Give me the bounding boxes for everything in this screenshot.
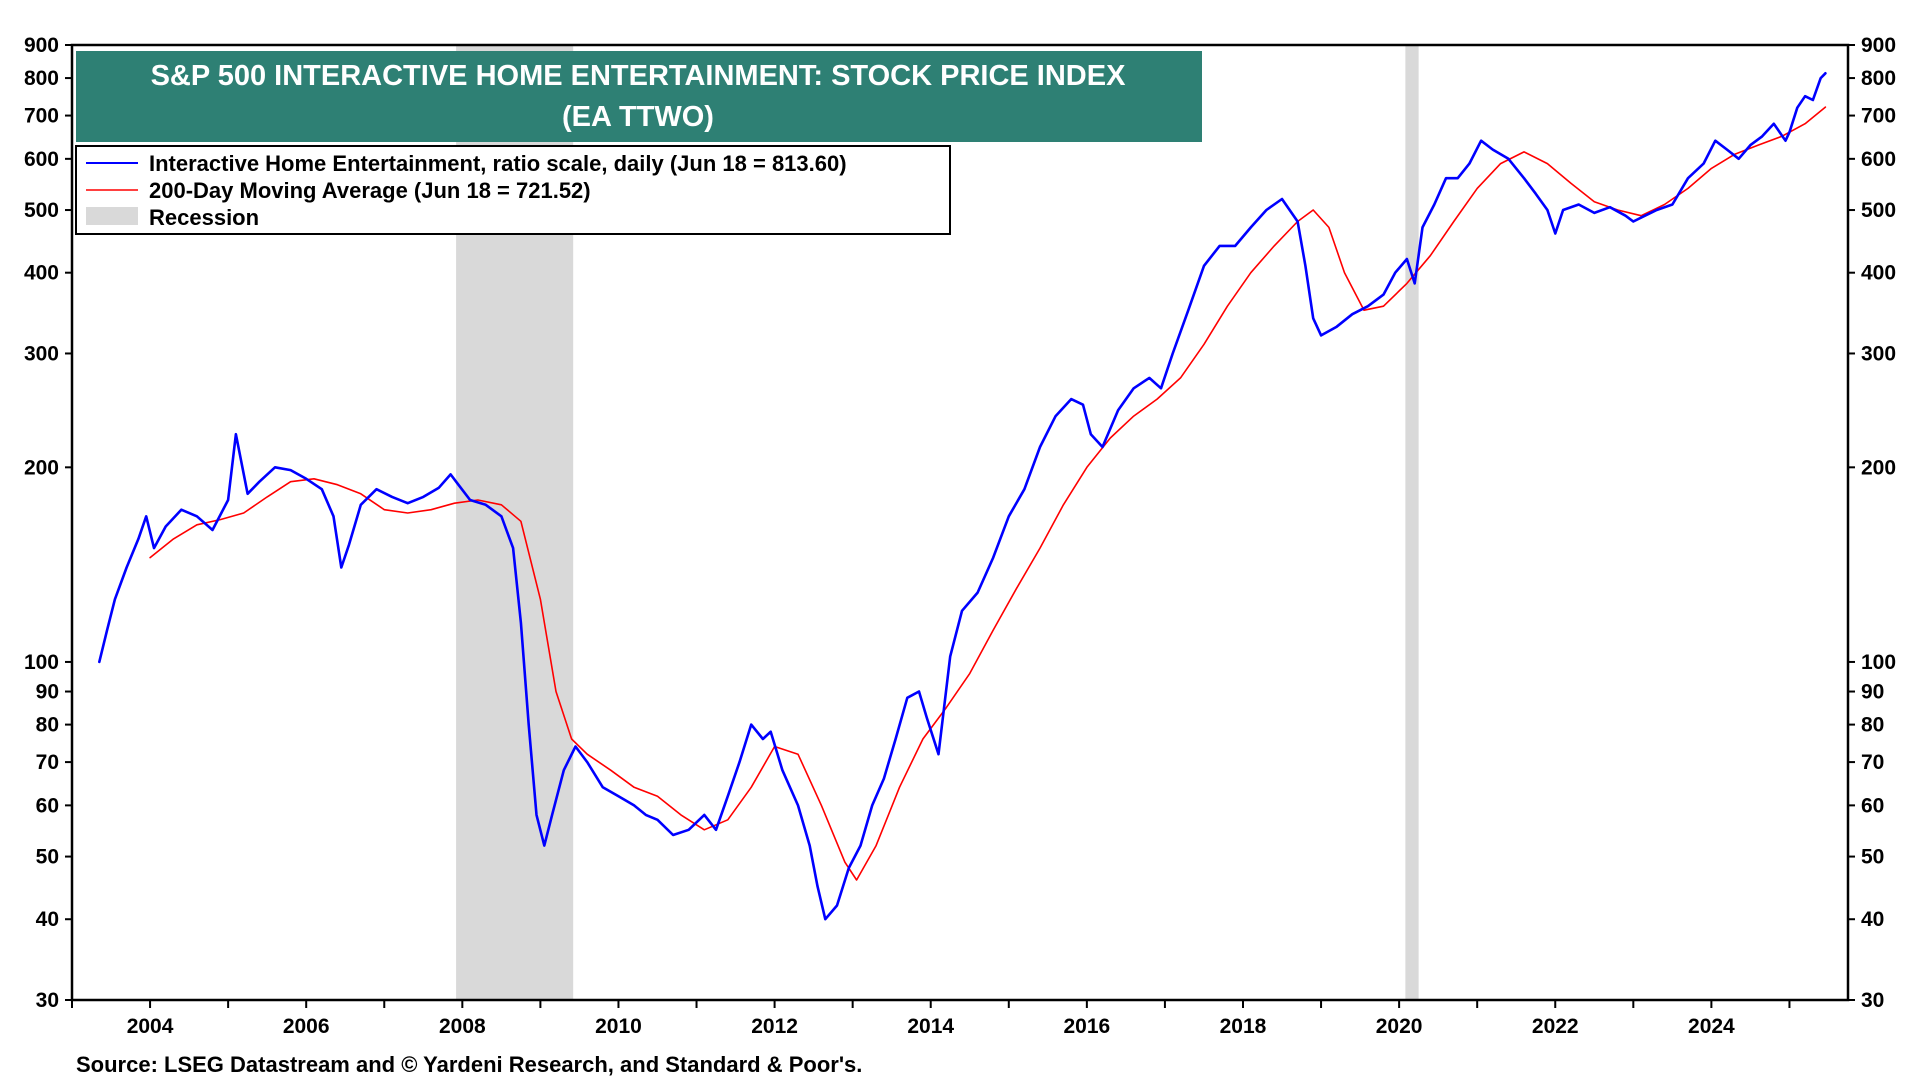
y-tick-label-right-30: 30: [1861, 989, 1884, 1012]
x-tick-label-2014: 2014: [907, 1015, 954, 1038]
y-tick-label-right-70: 70: [1861, 751, 1884, 774]
y-tick-label-right-600: 600: [1861, 148, 1896, 171]
y-tick-label-left-60: 60: [36, 794, 59, 817]
plot-area-frame: [70, 43, 1850, 1002]
y-tick-label-right-300: 300: [1861, 342, 1896, 365]
x-tick-label-2004: 2004: [127, 1015, 174, 1038]
y-tick-label-left-600: 600: [24, 148, 59, 171]
x-tick-label-2006: 2006: [283, 1015, 330, 1038]
y-tick-label-left-500: 500: [24, 199, 59, 222]
y-tick-label-left-50: 50: [36, 846, 59, 869]
moving-average-layer: [149, 106, 1827, 881]
legend-box: [75, 145, 951, 235]
y-tick-label-right-80: 80: [1861, 714, 1884, 737]
price-series-layer: [98, 72, 1827, 921]
y-axis: 30 30 40 40 50 50 60 60 70 70 80 80 90 90 100 100 200 200…: [24, 34, 1896, 1012]
y-tick-label-right-50: 50: [1861, 846, 1884, 869]
y-tick-label-left-30: 30: [36, 989, 59, 1012]
y-tick-label-right-400: 400: [1861, 262, 1896, 285]
y-tick-label-right-900: 900: [1861, 34, 1896, 57]
x-tick-label-2024: 2024: [1688, 1015, 1735, 1038]
x-tick-label-2010: 2010: [595, 1015, 642, 1038]
title-box: S&P 500 INTERACTIVE HOME ENTERTAINMENT: …: [76, 51, 1202, 142]
series-line-interactive-home-entertainment: [98, 72, 1827, 921]
x-tick-label-2022: 2022: [1532, 1015, 1579, 1038]
y-tick-label-left-900: 900: [24, 34, 59, 57]
x-tick-label-2020: 2020: [1376, 1015, 1423, 1038]
y-tick-label-right-60: 60: [1861, 794, 1884, 817]
y-tick-label-right-100: 100: [1861, 651, 1896, 674]
chart-subtitle: (EA TTWO): [562, 101, 714, 133]
y-tick-label-left-300: 300: [24, 342, 59, 365]
x-tick-label-2012: 2012: [751, 1015, 798, 1038]
source-note: Source: LSEG Datastream and © Yardeni Re…: [76, 1052, 862, 1077]
y-tick-label-right-200: 200: [1861, 456, 1896, 479]
y-tick-label-right-500: 500: [1861, 199, 1896, 222]
legend-label-ma: 200-Day Moving Average (Jun 18 = 721.52): [149, 178, 591, 203]
x-tick-label-2008: 2008: [439, 1015, 486, 1038]
y-tick-label-left-70: 70: [36, 751, 59, 774]
y-tick-label-right-700: 700: [1861, 105, 1896, 128]
x-tick-label-2016: 2016: [1063, 1015, 1110, 1038]
x-axis: 2004 2006 2008 2010 2012 2014 2016 2018 2020 2022…: [71, 1000, 1791, 1038]
y-tick-label-right-40: 40: [1861, 908, 1884, 931]
y-tick-label-right-90: 90: [1861, 681, 1884, 704]
title-background: [76, 51, 1202, 142]
y-tick-label-left-400: 400: [24, 262, 59, 285]
y-tick-label-left-40: 40: [36, 908, 59, 931]
y-tick-label-left-200: 200: [24, 456, 59, 479]
legend-label-series: Interactive Home Entertainment, ratio sc…: [149, 151, 847, 176]
y-tick-label-left-700: 700: [24, 105, 59, 128]
legend-swatch-recession: [86, 207, 138, 225]
recession-band-2: [1405, 45, 1419, 1000]
y-tick-label-left-90: 90: [36, 681, 59, 704]
y-tick-label-left-80: 80: [36, 714, 59, 737]
y-tick-label-left-100: 100: [24, 651, 59, 674]
legend: Interactive Home Entertainment, ratio sc…: [75, 145, 951, 235]
series-line-200-day-moving-average: [149, 106, 1827, 881]
legend-label-recession: Recession: [149, 205, 259, 230]
chart-title: S&P 500 INTERACTIVE HOME ENTERTAINMENT: …: [151, 60, 1127, 92]
y-tick-label-right-800: 800: [1861, 67, 1896, 90]
y-tick-label-left-800: 800: [24, 67, 59, 90]
x-tick-label-2018: 2018: [1220, 1015, 1267, 1038]
